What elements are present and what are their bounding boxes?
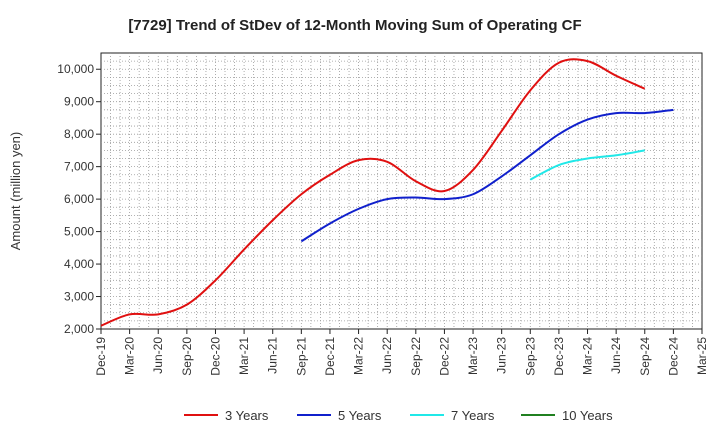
x-tick-label: Mar-21 [237, 337, 251, 375]
x-tick-label: Mar-20 [123, 337, 137, 375]
x-tick-label: Dec-24 [666, 337, 680, 376]
y-tick-label: 2,000 [64, 322, 94, 336]
y-tick-label: 5,000 [64, 225, 94, 239]
x-tick-label: Dec-22 [437, 337, 451, 376]
y-tick-label: 4,000 [64, 257, 94, 271]
grid-lines [101, 53, 702, 329]
legend: 3 Years 5 Years 7 Years 10 Years [184, 408, 613, 423]
series-line-5-years [300, 108, 674, 243]
legend-label-5-years: 5 Years [338, 408, 382, 423]
y-tick-label: 7,000 [64, 160, 94, 174]
x-tick-label: Sep-24 [638, 337, 652, 376]
x-tick-label: Mar-23 [466, 337, 480, 375]
x-tick-label: Dec-21 [323, 337, 337, 376]
y-tick-label: 8,000 [64, 127, 94, 141]
y-axis-label: Amount (million yen) [8, 132, 23, 251]
series-line-7-years [529, 149, 645, 181]
x-tick-label: Jun-23 [495, 337, 509, 374]
x-tick-label: Sep-23 [523, 337, 537, 376]
chart-title: [7729] Trend of StDev of 12-Month Moving… [128, 17, 581, 34]
x-tick-label: Dec-23 [552, 337, 566, 376]
y-axis-ticks: 2,000 3,000 4,000 5,000 6,000 7,000 8,000 9,000… [57, 62, 101, 336]
y-tick-label: 10,000 [57, 62, 94, 76]
legend-label-10-years: 10 Years [562, 408, 613, 423]
x-tick-label: Mar-22 [352, 337, 366, 375]
legend-label-7-years: 7 Years [451, 408, 495, 423]
series-lines [100, 58, 674, 327]
x-tick-label: Dec-20 [208, 337, 222, 376]
x-tick-label: Sep-20 [180, 337, 194, 376]
x-tick-label: Jun-22 [380, 337, 394, 374]
y-tick-label: 3,000 [64, 290, 94, 304]
x-tick-label: Mar-25 [695, 337, 709, 375]
x-tick-label: Mar-24 [581, 337, 595, 375]
x-tick-label: Sep-21 [294, 337, 308, 376]
x-tick-label: Jun-20 [151, 337, 165, 374]
x-tick-label: Jun-21 [266, 337, 280, 374]
legend-label-3-years: 3 Years [225, 408, 269, 423]
y-tick-label: 9,000 [64, 95, 94, 109]
x-tick-label: Sep-22 [409, 337, 423, 376]
x-tick-label: Dec-19 [94, 337, 108, 376]
x-tick-label: Jun-24 [609, 337, 623, 374]
series-line-3-years [100, 58, 646, 327]
y-tick-label: 6,000 [64, 192, 94, 206]
x-axis-ticks: Dec-19 Mar-20 Jun-20 Sep-20 Dec-20 Mar-21 Jun-… [94, 329, 709, 376]
